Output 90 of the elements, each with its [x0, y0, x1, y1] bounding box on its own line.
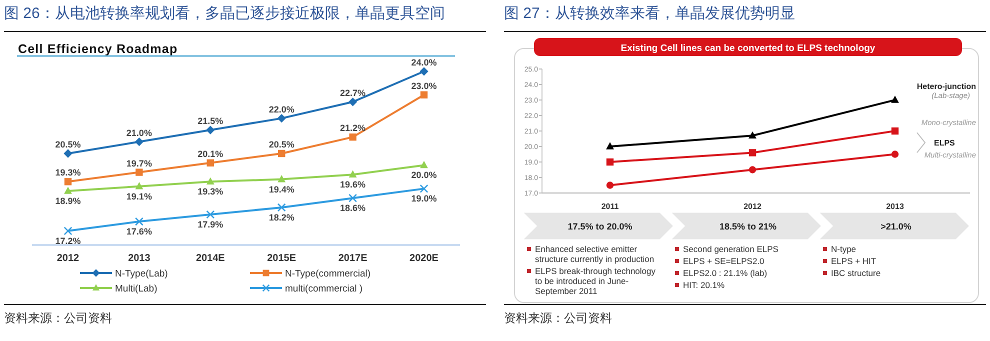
data-label: 20.0%: [411, 170, 437, 180]
point: [348, 170, 357, 178]
annotation: ELPS: [934, 138, 956, 148]
text: 资料来源：公司资料: [504, 310, 612, 327]
legend-label: N-Type(commercial): [285, 268, 371, 280]
point: [606, 182, 614, 189]
text: Enhanced selective emitter structure currently in production: [526, 244, 660, 264]
point: [64, 186, 72, 194]
data-label: 19.3%: [198, 186, 224, 197]
point: [606, 158, 614, 166]
text: >21.0%: [880, 222, 912, 232]
x-tick-label: 2011: [601, 202, 620, 211]
x-tick-label: 2015E: [267, 253, 296, 264]
chart-title: 图 26：从电池转换率规划看，多晶已逐步接近极限，单晶更具空间: [4, 4, 445, 23]
text: ELPS + HIT: [822, 256, 956, 266]
point: [134, 217, 144, 226]
point: [277, 114, 286, 123]
x-tick-label: 2013: [886, 202, 904, 211]
text: ELPS2.0 : 21.1% (lab): [674, 268, 808, 278]
x-tick-label: 2020E: [410, 253, 439, 264]
point: [64, 226, 72, 236]
x-tick-label: 2014E: [196, 253, 226, 264]
point: [135, 182, 144, 190]
point: [64, 178, 72, 186]
text: ELPS + SE=ELPS2.0: [674, 256, 808, 266]
point: [206, 210, 215, 219]
text: Hetero-junction: [916, 82, 976, 91]
legend-label: N-Type(Lab): [115, 268, 168, 280]
x-tick-label: 2012: [56, 253, 80, 264]
point: [606, 142, 614, 150]
point: [206, 177, 214, 185]
point: [136, 168, 143, 176]
data-label: 18.2%: [268, 212, 294, 222]
data-label: 17.6%: [126, 226, 152, 237]
chart-title: 图 27：从转换效率来看，单晶发展优势明显: [504, 4, 795, 23]
point: [748, 166, 756, 174]
text: Second generation ELPS: [674, 244, 808, 254]
data-label: 18.6%: [340, 203, 366, 214]
x-tick-label: 2017E: [338, 253, 368, 264]
point: [891, 127, 899, 135]
x-tick-label: 2012: [744, 202, 762, 211]
data-label: 20.5%: [55, 140, 81, 150]
point: [891, 96, 899, 103]
point: [420, 184, 428, 193]
data-label: 19.3%: [55, 168, 81, 178]
text: 17.5% to 20.0%: [568, 222, 632, 232]
point: [206, 159, 214, 166]
point: [206, 126, 215, 134]
data-label: 17.9%: [198, 220, 224, 230]
point: [348, 98, 358, 106]
text: N-type: [822, 244, 956, 254]
data-label: 19.1%: [126, 191, 152, 202]
data-label: 19.6%: [340, 180, 366, 190]
legend-label: multi(commercial ): [285, 284, 363, 294]
point: [420, 91, 428, 98]
text: IBC structure: [822, 268, 956, 278]
data-label: 19.7%: [126, 158, 152, 168]
data-label: 21.2%: [340, 123, 366, 134]
data-label: 20.1%: [198, 148, 224, 159]
point: [420, 160, 428, 168]
point: [278, 150, 286, 158]
chart-subtitle: Cell Efficiency Roadmap: [18, 42, 178, 56]
chart-subtitle: Existing Cell lines can be converted to ELPS technology: [620, 43, 876, 54]
legend-label: Multi(Lab): [115, 284, 158, 294]
point: [64, 149, 72, 158]
x-tick-label: 2013: [128, 253, 151, 264]
data-label: 18.9%: [55, 196, 81, 206]
data-label: 19.4%: [268, 184, 294, 194]
text: 资料来源：公司资料: [4, 310, 112, 327]
data-label: 22.7%: [340, 88, 366, 98]
point: [748, 149, 756, 156]
data-label: 20.5%: [268, 140, 294, 150]
data-label: 22.0%: [268, 104, 294, 114]
data-label: 19.0%: [411, 194, 437, 204]
text: HIT: 20.1%: [674, 280, 808, 290]
data-label: 21.5%: [198, 116, 224, 126]
data-label: 21.0%: [126, 128, 152, 138]
point: [278, 174, 286, 182]
point: [349, 133, 356, 141]
point: [348, 194, 358, 202]
point: [891, 150, 899, 158]
point: [277, 203, 286, 212]
point: [420, 67, 428, 76]
data-label: 17.2%: [55, 236, 81, 246]
text: 18.5% to 21%: [719, 222, 777, 232]
point: [134, 137, 144, 146]
point: [748, 131, 756, 139]
data-label: 24.0%: [411, 57, 437, 68]
text: ELPS break-through technology to be introduced in June-September 2011: [526, 266, 660, 296]
data-label: 23.0%: [411, 80, 437, 91]
